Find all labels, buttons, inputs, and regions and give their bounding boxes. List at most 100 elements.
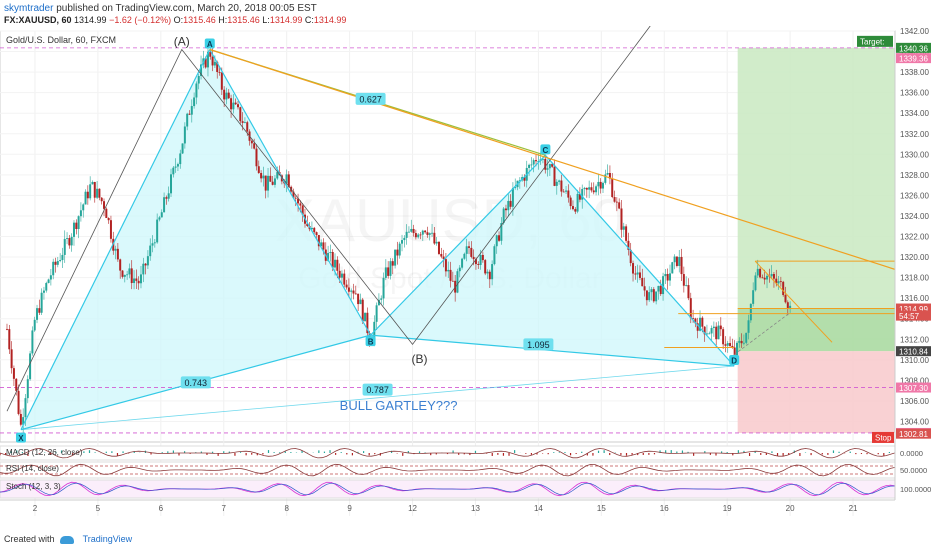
candle-body [747, 320, 750, 333]
candle-body [678, 256, 681, 266]
candle-body [770, 274, 773, 277]
candle-body [666, 273, 669, 281]
candle-body [133, 278, 136, 284]
candle-body [42, 290, 45, 293]
candle-body [595, 186, 598, 193]
candle-body [650, 289, 653, 293]
candle-body [98, 188, 101, 198]
candle-body [493, 246, 496, 265]
publish-info: published on TradingView.com, March 20, … [56, 3, 317, 14]
candle-body [109, 220, 112, 239]
x-tick-label: 12 [408, 504, 417, 513]
price-tag-label: 1314.99 [899, 305, 928, 314]
author-link[interactable]: skymtrader [4, 3, 54, 14]
candle-body [10, 349, 13, 369]
y-tick-label: 1332.00 [900, 130, 929, 139]
indicator-name: Stoch (12, 3, 3) [6, 482, 61, 491]
point-label-d: D [731, 356, 737, 365]
candle-body [223, 89, 226, 100]
candle-body [271, 181, 274, 185]
candle-body [389, 261, 392, 276]
price-tag [896, 303, 931, 314]
candle-body [638, 272, 641, 278]
candle-body [19, 413, 22, 425]
candle-body [174, 166, 177, 168]
candle-body [401, 240, 404, 244]
close-value: 1314.99 [313, 15, 347, 25]
candle-body [38, 308, 41, 313]
candle-body [599, 181, 602, 189]
candle-body [181, 143, 184, 154]
candle-body [673, 256, 676, 263]
candle-body [581, 188, 584, 200]
candle-body [204, 58, 207, 68]
candle-body [243, 122, 246, 124]
price-chart[interactable]: XAUUSD, 60Gold Spot / U.S. Dollar XABCD0… [0, 26, 932, 534]
candle-body [502, 208, 505, 224]
candle-body [551, 164, 554, 167]
candle-body [82, 204, 85, 211]
candle-body [382, 277, 385, 299]
candle-body [509, 200, 512, 207]
tradingview-link[interactable]: TradingView [82, 534, 133, 544]
candle-body [31, 330, 34, 354]
candle-body [752, 290, 755, 304]
candle-body [364, 312, 367, 322]
indicator-line [0, 463, 896, 477]
x-tick-label: 8 [284, 504, 289, 513]
candle-body [456, 271, 459, 293]
candle-body [213, 61, 216, 66]
candle-body [151, 243, 154, 246]
candle-body [712, 326, 715, 329]
candle-body [601, 182, 604, 189]
ratio-box [180, 376, 211, 389]
candle-body [394, 249, 397, 266]
candle-body [474, 259, 477, 265]
candle-body [680, 256, 683, 275]
x-tick-label: 14 [534, 504, 543, 513]
candle-body [435, 241, 438, 244]
candle-body [694, 318, 697, 324]
x-tick-label: 5 [96, 504, 101, 513]
candle-body [754, 275, 757, 291]
candle-body [126, 274, 129, 276]
candle-body [306, 223, 309, 227]
candle-body [209, 51, 212, 57]
candle-body [615, 201, 618, 203]
candle-body [396, 249, 399, 256]
candle-body [461, 258, 464, 268]
candle-body [239, 107, 242, 122]
candle-body [470, 247, 473, 257]
candle-body [40, 292, 43, 313]
candle-body [442, 256, 445, 260]
target-tag [857, 35, 893, 47]
candle-body [576, 193, 579, 212]
candle-body [220, 72, 223, 90]
y-tick-label: 1322.00 [900, 233, 929, 242]
candle-body [407, 231, 410, 233]
candle-body [292, 191, 295, 198]
price-tag-label: 1307.30 [899, 384, 928, 393]
point-label-x: X [18, 434, 24, 443]
candle-body [250, 140, 253, 144]
candle-body [775, 278, 778, 284]
indicator-name: RSI (14, close) [6, 464, 59, 473]
candle-body [479, 254, 482, 265]
candle-body [514, 187, 517, 189]
leg-xd [20, 365, 735, 431]
candle-body [59, 260, 62, 262]
candle-body [729, 343, 732, 346]
candle-body [123, 274, 126, 277]
candle-body [218, 72, 221, 73]
candle-body [412, 228, 415, 234]
price-tag-label: 1339.36 [899, 55, 928, 64]
footer: Created with TradingView [4, 534, 132, 544]
candle-body [56, 261, 59, 265]
candle-body [61, 254, 64, 261]
candle-body [463, 253, 466, 259]
price-tag-label: 1340.36 [899, 44, 928, 53]
candle-body [234, 102, 237, 105]
candle-body [632, 263, 635, 274]
candle-body [146, 256, 149, 266]
leg-bd [370, 334, 735, 367]
